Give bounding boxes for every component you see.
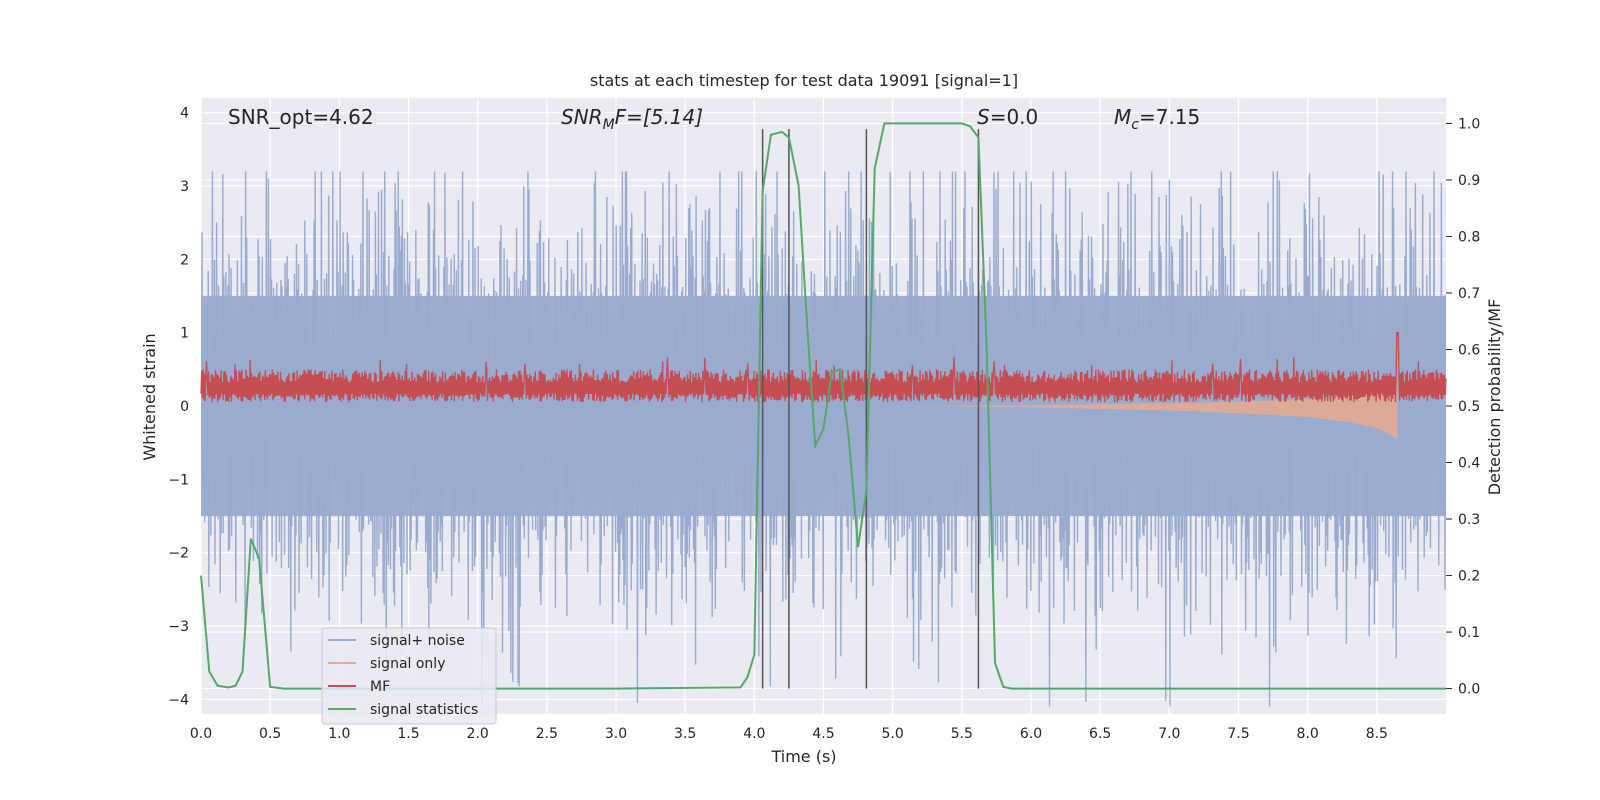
x-tick-label: 7.0: [1158, 726, 1180, 742]
y-left-tick-label: −2: [168, 546, 189, 562]
signal-noise-line: [201, 171, 1446, 707]
x-tick-label: 8.0: [1297, 726, 1319, 742]
x-tick-label: 5.0: [882, 726, 904, 742]
signal-noise-series: [201, 171, 1446, 707]
x-tick-label: 2.0: [467, 726, 489, 742]
y-right-tick-label: 0.9: [1458, 173, 1480, 189]
y-left-tick-label: −1: [168, 472, 189, 488]
x-tick-label: 6.5: [1089, 726, 1111, 742]
annotation-mc-rest: =7.15: [1139, 105, 1200, 129]
mf-line: [200, 332, 1447, 403]
legend-label-mf: MF: [370, 679, 390, 695]
legend-label-signal-only: signal only: [370, 656, 445, 672]
y-right-tick-label: 0.0: [1458, 682, 1480, 698]
annotation-s: S=0.0: [977, 105, 1038, 129]
y-left-tick-label: 0: [180, 399, 189, 415]
y-right-tick-label: 0.8: [1458, 229, 1480, 245]
legend-label-signal-noise: signal+ noise: [370, 633, 465, 649]
annotation-s-base: S: [977, 105, 990, 129]
y-left-tick-label: −4: [168, 692, 189, 708]
x-tick-label: 3.5: [674, 726, 696, 742]
x-tick-label: 1.0: [328, 726, 350, 742]
annotation-snr-opt: SNR_opt=4.62: [228, 105, 374, 129]
y-left-tick-label: 3: [180, 179, 189, 195]
legend-box: [321, 627, 497, 725]
signal-only-series: [892, 384, 1398, 439]
x-axis-ticks: 0.0 0.5 1.0 1.5 2.0 2.5 3.0 3.5 4.0 4.5 5.0 5.5 6.0 6…: [190, 726, 1388, 742]
x-tick-label: 4.5: [812, 726, 834, 742]
x-tick-label: 4.0: [743, 726, 765, 742]
y-right-tick-label: 0.3: [1458, 512, 1480, 528]
y-left-tick-label: 4: [180, 106, 189, 122]
annotation-s-rest: =0.0: [990, 105, 1039, 129]
y-right-axis-label: Detection probability/MF: [1485, 299, 1504, 496]
y-right-tick-label: 0.1: [1458, 625, 1480, 641]
annotation-mc-base: M: [1114, 105, 1131, 129]
x-tick-label: 7.5: [1227, 726, 1249, 742]
annotation-mc: Mc=7.15: [1114, 105, 1200, 133]
x-axis-label: Time (s): [770, 747, 836, 766]
y-right-tick-label: 0.6: [1458, 342, 1480, 358]
annotation-snr-mf-rest: F=[5.14]: [615, 105, 703, 129]
y-left-tick-label: −3: [168, 619, 189, 635]
legend-label-signal-statistics: signal statistics: [370, 702, 478, 718]
signal-statistics-line: [200, 122, 1446, 690]
y-left-tick-label: 1: [180, 326, 189, 342]
annotation-snr-mf-base: SNR: [561, 105, 603, 129]
x-tick-label: 2.5: [536, 726, 558, 742]
x-tick-label: 8.5: [1366, 726, 1388, 742]
annotation-snr-mf-sub: M: [603, 117, 615, 133]
x-tick-label: 1.5: [397, 726, 419, 742]
y-right-tick-label: 1.0: [1458, 116, 1480, 132]
chart-title: stats at each timestep for test data 190…: [590, 71, 1018, 90]
y-right-tick-label: 0.5: [1458, 399, 1480, 415]
y-right-tick-label: 0.4: [1458, 456, 1480, 472]
x-tick-label: 3.0: [605, 726, 627, 742]
annotation-mc-sub: c: [1131, 117, 1139, 133]
y-left-axis-ticks: 4 3 2 1 0 −1 −2 −3 −4: [168, 106, 189, 709]
x-tick-label: 5.5: [951, 726, 973, 742]
x-tick-label: 0.5: [259, 726, 281, 742]
y-right-axis-ticks: 1.0 0.9 0.8 0.7 0.6 0.5 0.4 0.3 0.2 0.1 0.0: [1446, 116, 1480, 698]
legend: signal+ noise signal only MF signal stat…: [321, 627, 497, 725]
y-left-tick-label: 2: [180, 252, 189, 268]
annotation-snr-mf: SNRMF=[5.14]: [561, 105, 703, 133]
x-tick-label: 6.0: [1020, 726, 1042, 742]
y-right-tick-label: 0.7: [1458, 286, 1480, 302]
x-tick-label: 0.0: [190, 726, 212, 742]
signal-statistics-series: [200, 122, 1446, 690]
signal-only-band: [892, 384, 1398, 439]
mf-series: [200, 332, 1447, 403]
y-right-tick-label: 0.2: [1458, 569, 1480, 585]
y-left-axis-label: Whitened strain: [140, 333, 159, 460]
